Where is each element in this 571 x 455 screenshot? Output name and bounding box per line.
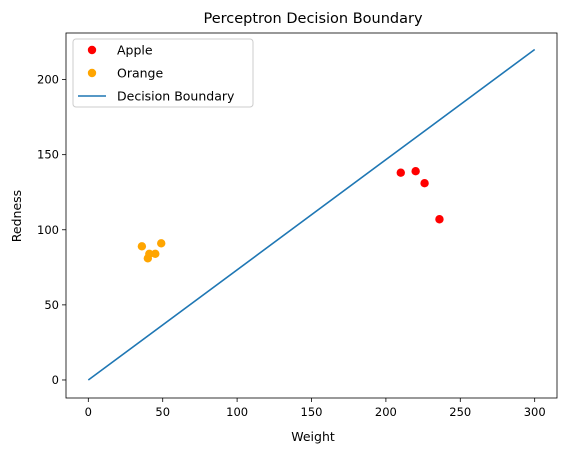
y-tick-label: 50 — [44, 298, 59, 312]
legend-label: Decision Boundary — [117, 89, 235, 104]
x-tick-label: 100 — [226, 405, 248, 419]
y-tick-label: 100 — [37, 223, 59, 237]
orange-point — [137, 242, 147, 251]
apple-point — [411, 166, 420, 176]
y-tick-label: 0 — [52, 373, 59, 387]
legend-label: Apple — [117, 43, 153, 58]
legend-marker-apple — [87, 45, 97, 55]
legend: Apple Orange Decision Boundary — [72, 38, 254, 108]
y-axis-label: Redness — [9, 190, 24, 242]
legend-frame — [72, 38, 254, 108]
x-tick-label: 250 — [449, 405, 471, 419]
plot-area — [87, 48, 536, 381]
y-tick-label: 150 — [37, 148, 59, 162]
orange-point — [157, 239, 166, 248]
apple-point — [396, 168, 405, 177]
legend-marker-orange — [87, 68, 97, 78]
orange-point — [145, 249, 154, 259]
decision-boundary-line — [87, 48, 536, 381]
apple-point — [420, 179, 429, 188]
y-axis: 0 50 100 150 200 — [37, 73, 66, 387]
apple-point — [435, 215, 444, 224]
legend-label: Orange — [117, 66, 163, 81]
chart-title: Perceptron Decision Boundary — [203, 11, 422, 27]
y-tick-label: 200 — [37, 73, 59, 87]
x-tick-label: 200 — [375, 405, 397, 419]
x-tick-label: 150 — [301, 405, 323, 419]
x-tick-label: 0 — [85, 405, 92, 419]
x-tick-label: 300 — [524, 405, 546, 419]
x-axis: 0 50 100 150 200 250 300 — [85, 398, 546, 419]
orange-point — [151, 249, 160, 259]
x-axis-label: Weight — [291, 429, 335, 444]
x-tick-label: 50 — [155, 405, 170, 419]
